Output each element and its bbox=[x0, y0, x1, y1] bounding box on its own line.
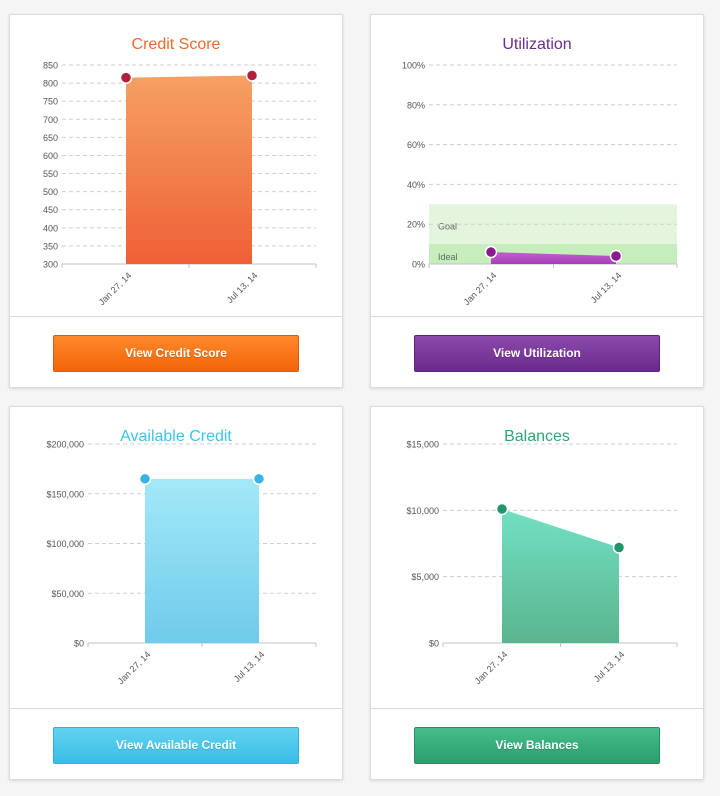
data-point bbox=[612, 541, 626, 554]
band-label: Goal bbox=[438, 221, 457, 231]
y-tick-label: 20% bbox=[407, 220, 425, 230]
y-tick-label: $0 bbox=[74, 639, 84, 649]
balances-card: Balances $15,000 $10,000 $5,000 $0 Jan 27, 1… bbox=[370, 406, 704, 780]
data-point bbox=[609, 249, 623, 263]
data-point bbox=[138, 472, 152, 486]
y-tick-label: 40% bbox=[407, 180, 425, 190]
x-tick-label: Jul 13, 14 bbox=[225, 270, 260, 305]
utilization-chart: Goal Ideal 100% 80% 60% 40% 20% 0% Jan 27, 14 Jul… bbox=[402, 61, 678, 307]
y-tick-label: 700 bbox=[43, 115, 58, 125]
balances-title: Balances bbox=[504, 428, 570, 445]
x-tick-label: Jan 27, 14 bbox=[116, 649, 153, 686]
y-tick-label: 350 bbox=[43, 241, 58, 251]
y-tick-label: 450 bbox=[43, 205, 58, 215]
y-tick-label: $15,000 bbox=[406, 440, 439, 450]
y-tick-label: $200,000 bbox=[46, 440, 84, 450]
credit-score-chart: 850 800 750 700 650 600 550 500 450 400 350 300 Jan … bbox=[43, 61, 317, 307]
view-utilization-button[interactable]: View Utilization bbox=[414, 335, 660, 372]
x-tick-label: Jan 27, 14 bbox=[97, 270, 134, 307]
y-tick-label: 650 bbox=[43, 133, 58, 143]
area-series bbox=[145, 478, 259, 643]
card-divider bbox=[10, 316, 342, 317]
y-tick-label: $150,000 bbox=[46, 489, 84, 499]
utilization-card: Utilization Goal Ideal 100% 80% 60% 40% 20% 0% J… bbox=[370, 14, 704, 388]
data-point bbox=[484, 245, 498, 259]
area-series bbox=[491, 252, 616, 264]
y-tick-label: $100,000 bbox=[46, 539, 84, 549]
band-label: Ideal bbox=[438, 252, 458, 262]
y-tick-label: 400 bbox=[43, 223, 58, 233]
balances-chart: $15,000 $10,000 $5,000 $0 Jan 27, 14 Jul 13, … bbox=[406, 440, 678, 686]
x-tick-label: Jul 13, 14 bbox=[589, 270, 624, 305]
card-divider bbox=[371, 316, 703, 317]
data-point bbox=[495, 502, 509, 516]
y-tick-label: 750 bbox=[43, 97, 58, 107]
x-tick-label: Jan 27, 14 bbox=[462, 270, 499, 307]
view-credit-score-button[interactable]: View Credit Score bbox=[53, 335, 299, 372]
data-point bbox=[119, 71, 133, 84]
x-tick-label: Jul 13, 14 bbox=[592, 649, 627, 684]
data-point bbox=[252, 472, 266, 486]
card-divider bbox=[10, 708, 342, 709]
y-tick-label: 100% bbox=[402, 61, 425, 71]
view-available-credit-button[interactable]: View Available Credit bbox=[53, 727, 299, 764]
y-tick-label: $0 bbox=[429, 639, 439, 649]
y-tick-label: 80% bbox=[407, 100, 425, 110]
card-divider bbox=[371, 708, 703, 709]
y-tick-label: 850 bbox=[43, 61, 58, 71]
data-point bbox=[245, 69, 259, 82]
y-tick-label: $50,000 bbox=[51, 589, 84, 599]
y-tick-label: 60% bbox=[407, 140, 425, 150]
y-tick-label: $5,000 bbox=[411, 572, 439, 582]
available-credit-chart: $200,000 $150,000 $100,000 $50,000 $0 Jan 27,… bbox=[46, 440, 317, 686]
available-credit-card: Available Credit $200,000 $150,000 $100,00… bbox=[9, 406, 343, 780]
y-tick-label: 600 bbox=[43, 151, 58, 161]
credit-score-card: Credit Score 850 800 750 700 650 600 550 500 450… bbox=[9, 14, 343, 388]
utilization-title: Utilization bbox=[502, 36, 572, 53]
y-tick-label: $10,000 bbox=[406, 506, 439, 516]
area-series bbox=[126, 75, 252, 264]
y-tick-label: 500 bbox=[43, 187, 58, 197]
y-tick-label: 550 bbox=[43, 169, 58, 179]
y-tick-label: 300 bbox=[43, 260, 58, 270]
available-credit-title: Available Credit bbox=[120, 428, 232, 445]
area-series bbox=[502, 509, 619, 643]
y-tick-label: 0% bbox=[412, 260, 425, 270]
x-tick-label: Jul 13, 14 bbox=[232, 649, 267, 684]
view-balances-button[interactable]: View Balances bbox=[414, 727, 660, 764]
credit-score-title: Credit Score bbox=[131, 36, 221, 53]
x-tick-label: Jan 27, 14 bbox=[473, 649, 510, 686]
y-tick-label: 800 bbox=[43, 79, 58, 89]
